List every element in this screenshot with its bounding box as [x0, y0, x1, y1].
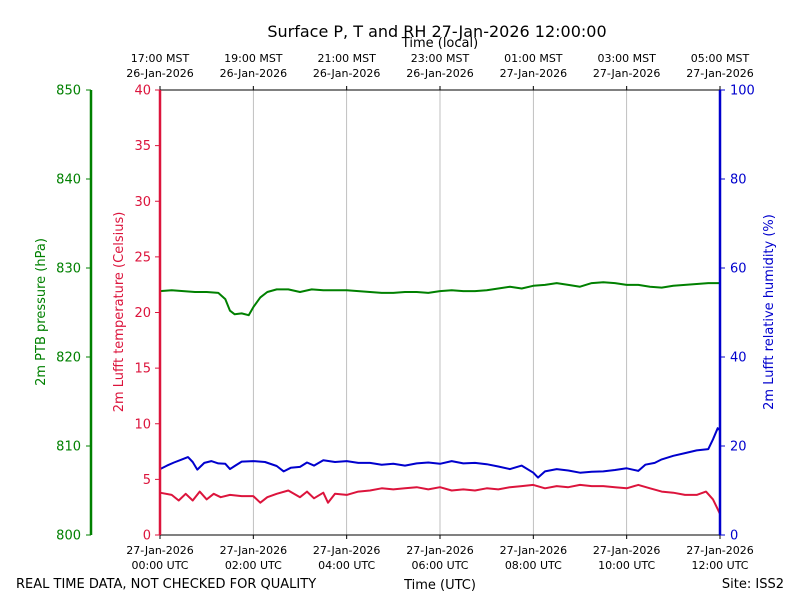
bottom-tick-date: 27-Jan-2026	[500, 544, 568, 557]
top-tick-date: 26-Jan-2026	[220, 67, 288, 80]
series-group	[159, 281, 721, 515]
humidity-tick-label: 60	[730, 262, 747, 277]
humidity-tick-label: 40	[730, 351, 747, 366]
top-tick-time: 23:00 MST	[411, 52, 470, 65]
bottom-tick-date: 27-Jan-2026	[406, 544, 474, 557]
top-tick-date: 27-Jan-2026	[686, 67, 754, 80]
temperature-tick-label: 30	[134, 195, 151, 210]
bottom-tick-time: 12:00 UTC	[691, 559, 748, 572]
bottom-tick-date: 27-Jan-2026	[686, 544, 754, 557]
top-tick-time: 03:00 MST	[597, 52, 656, 65]
top-tick-time: 21:00 MST	[317, 52, 376, 65]
top-tick-date: 27-Jan-2026	[500, 67, 568, 80]
humidity-tick-label: 20	[730, 440, 747, 455]
temperature-tick-label: 5	[143, 473, 151, 488]
humidity-tick-label: 100	[730, 84, 755, 99]
bottom-tick-date: 27-Jan-2026	[313, 544, 381, 557]
temperature-axis-label: 2m Lufft temperature (Celsius)	[112, 212, 127, 413]
pressure-tick-label: 840	[56, 173, 81, 188]
footer-left: REAL TIME DATA, NOT CHECKED FOR QUALITY	[16, 577, 316, 592]
axes-group: 27-Jan-2026 00:00 UTC 27-Jan-2026 02:00 UTC…	[56, 52, 755, 572]
bottom-tick-time: 04:00 UTC	[318, 559, 375, 572]
bottom-tick-time: 00:00 UTC	[131, 559, 188, 572]
humidity-axis-label: 2m Lufft relative humidity (%)	[762, 214, 777, 410]
temperature-tick-label: 35	[134, 139, 151, 154]
top-tick-time: 05:00 MST	[691, 52, 750, 65]
temperature-tick-label: 40	[134, 84, 151, 99]
humidity-tick-label: 80	[730, 173, 747, 188]
top-axis-label: Time (local)	[401, 36, 478, 51]
pressure-axis-label: 2m PTB pressure (hPa)	[34, 238, 49, 386]
bottom-axis-label: Time (UTC)	[403, 578, 476, 593]
pressure-tick-label: 830	[56, 262, 81, 277]
pressure-tick-label: 850	[56, 84, 81, 99]
chart-title: Surface P, T and RH 27-Jan-2026 12:00:00	[267, 22, 606, 41]
bottom-tick-time: 10:00 UTC	[598, 559, 655, 572]
temperature-tick-label: 15	[134, 362, 151, 377]
bottom-tick-time: 08:00 UTC	[505, 559, 562, 572]
pressure-tick-label: 810	[56, 440, 81, 455]
temperature-tick-label: 10	[134, 417, 151, 432]
top-tick-date: 26-Jan-2026	[313, 67, 381, 80]
footer-right: Site: ISS2	[722, 577, 784, 592]
top-tick-date: 26-Jan-2026	[406, 67, 474, 80]
bottom-tick-date: 27-Jan-2026	[220, 544, 288, 557]
top-tick-date: 26-Jan-2026	[126, 67, 194, 80]
bottom-tick-date: 27-Jan-2026	[126, 544, 194, 557]
pressure-tick-label: 800	[56, 529, 81, 544]
bottom-tick-date: 27-Jan-2026	[593, 544, 661, 557]
humidity-tick-label: 0	[730, 529, 738, 544]
bottom-tick-time: 02:00 UTC	[225, 559, 282, 572]
top-tick-time: 01:00 MST	[504, 52, 563, 65]
temperature-tick-label: 25	[134, 250, 151, 265]
top-tick-time: 17:00 MST	[131, 52, 190, 65]
top-tick-time: 19:00 MST	[224, 52, 283, 65]
humidity-series-line	[159, 427, 721, 479]
bottom-tick-time: 06:00 UTC	[411, 559, 468, 572]
temperature-tick-label: 0	[143, 529, 151, 544]
top-tick-date: 27-Jan-2026	[593, 67, 661, 80]
temperature-series-line	[159, 483, 721, 515]
pressure-tick-label: 820	[56, 351, 81, 366]
pressure-series-line	[159, 281, 720, 317]
temperature-tick-label: 20	[134, 306, 151, 321]
